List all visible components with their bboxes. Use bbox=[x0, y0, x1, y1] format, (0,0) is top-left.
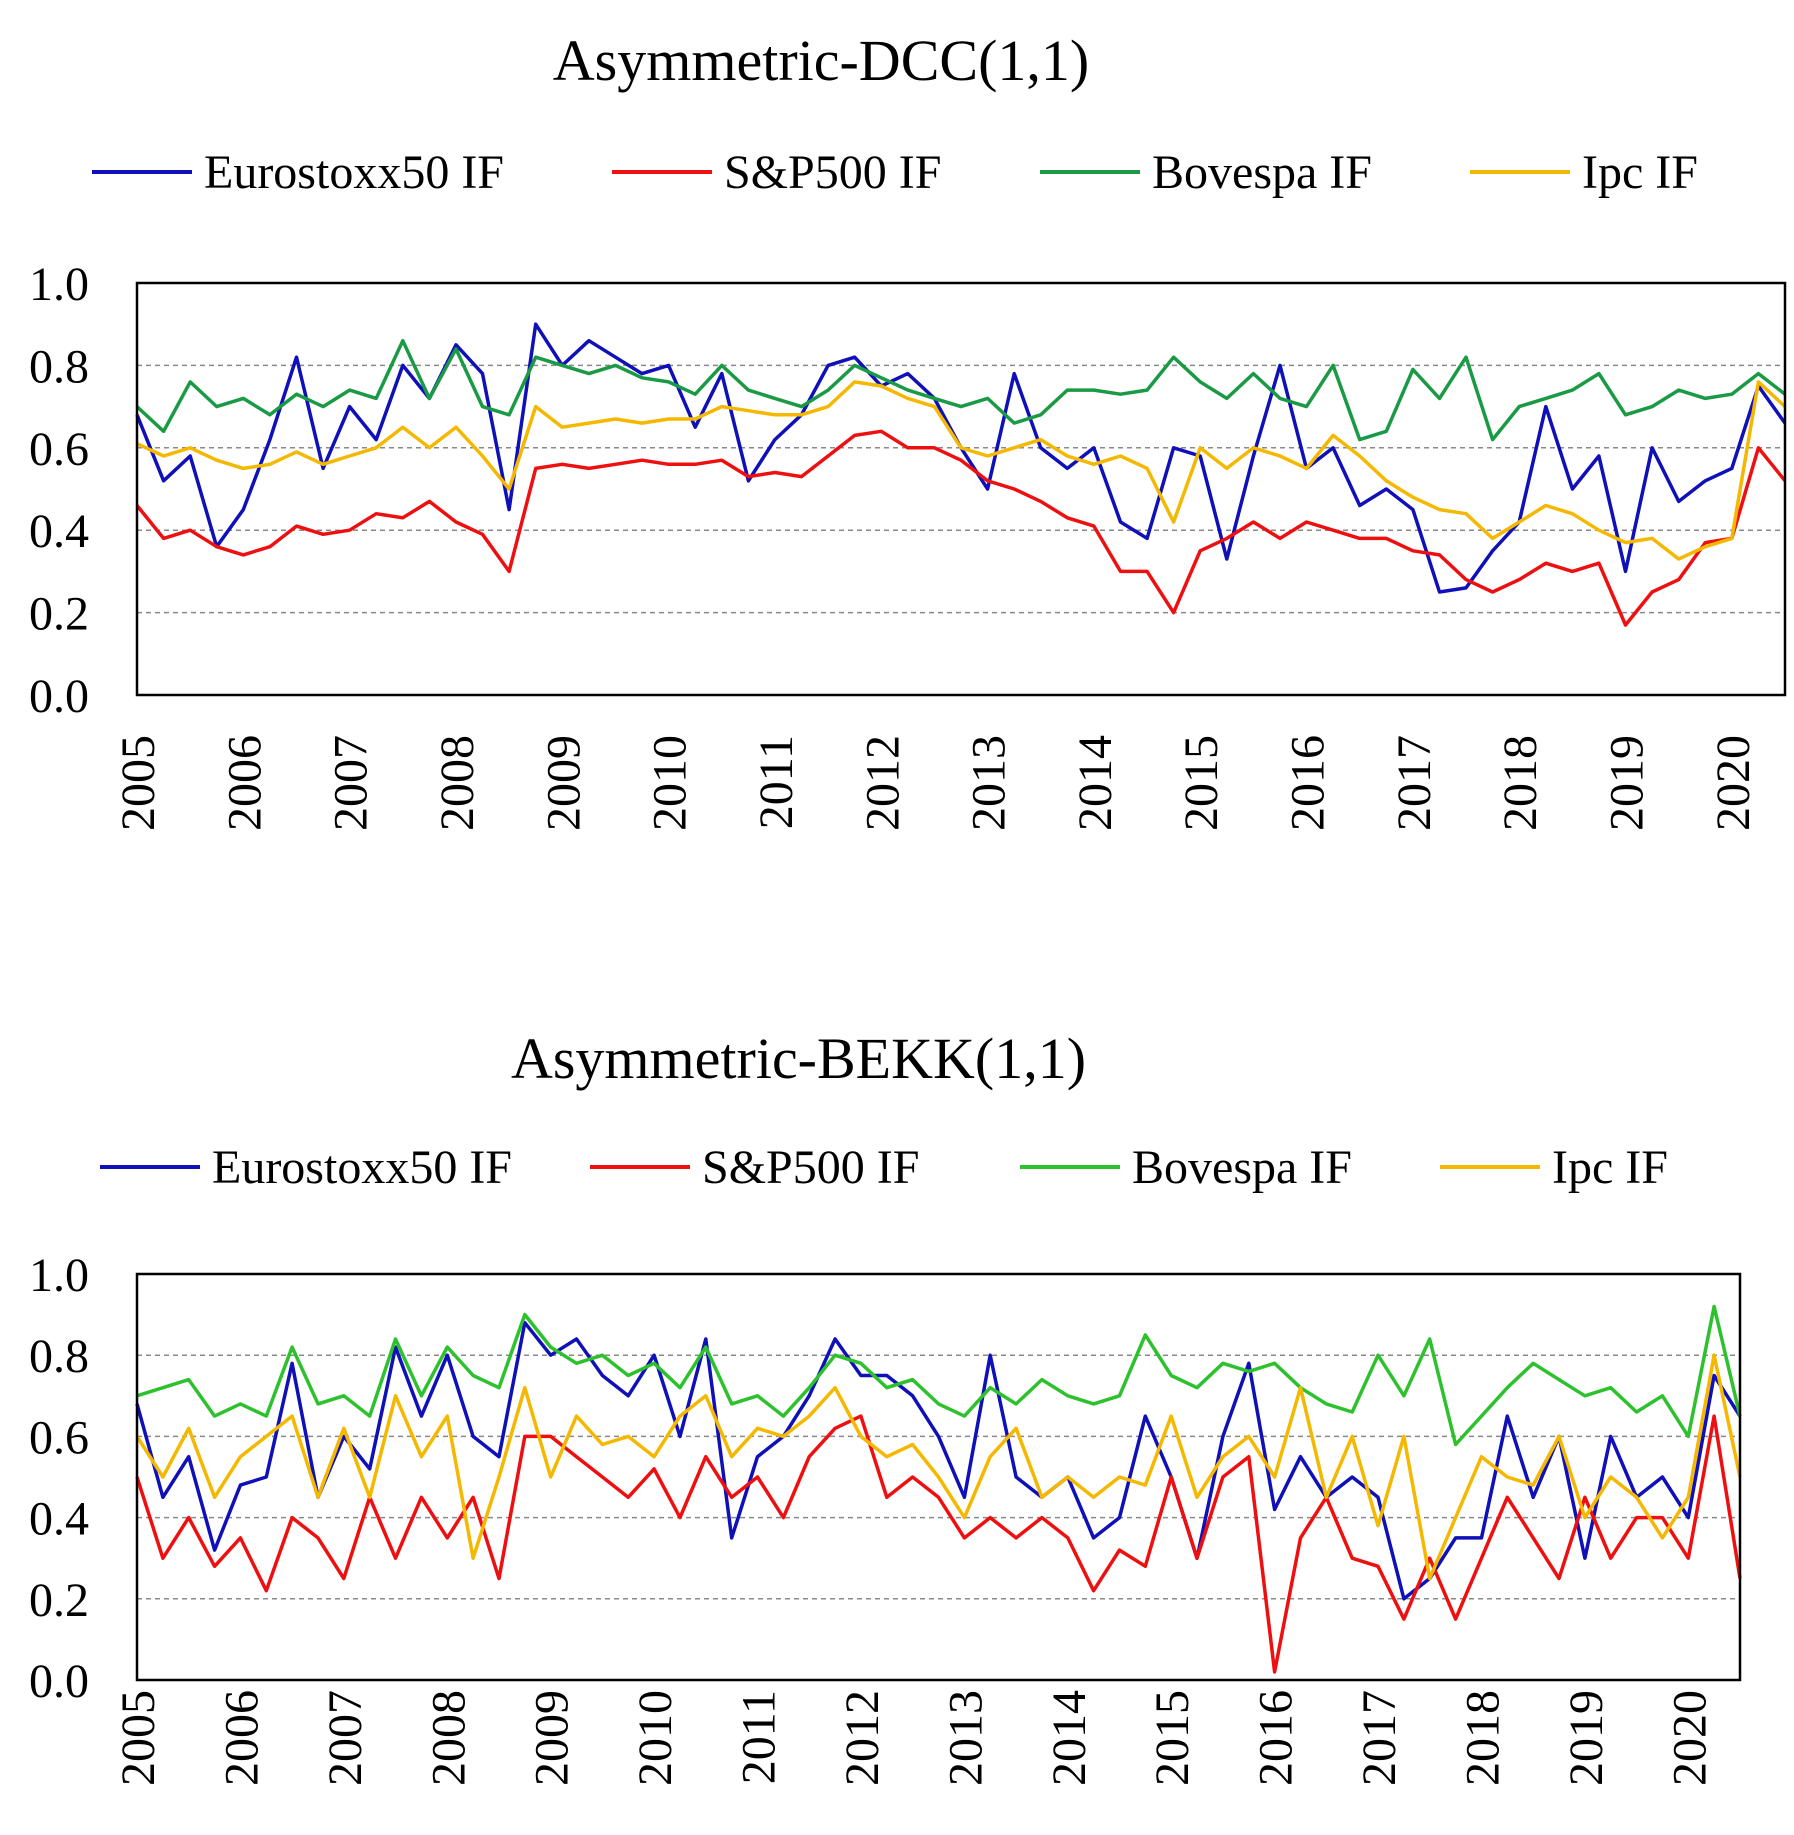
x-tick-label: 2013 bbox=[939, 1690, 992, 1786]
series-line bbox=[135, 1320, 1742, 1601]
x-tick-label: 2017 bbox=[1388, 735, 1441, 831]
chart-title: Asymmetric-DCC(1,1) bbox=[553, 28, 1089, 93]
x-tick-label: 2010 bbox=[629, 1690, 682, 1786]
y-tick-label: 0.0 bbox=[29, 670, 89, 723]
x-tick-label: 2010 bbox=[644, 735, 697, 831]
x-tick-label: 2019 bbox=[1560, 1690, 1613, 1786]
legend-label: S&P500 IF bbox=[724, 146, 941, 199]
x-tick-label: 2012 bbox=[856, 735, 909, 831]
x-tick-label: 2015 bbox=[1175, 735, 1228, 831]
x-tick-label: 2013 bbox=[963, 735, 1016, 831]
y-tick-label: 0.8 bbox=[29, 1330, 89, 1383]
legend-label: Bovespa IF bbox=[1132, 1141, 1352, 1194]
x-tick-label: 2016 bbox=[1250, 1690, 1303, 1786]
series-line bbox=[135, 322, 1787, 594]
chart-panel: Asymmetric-DCC(1,1) Eurostoxx50 IF S&P500 … bbox=[29, 28, 1787, 831]
x-tick-label: 2020 bbox=[1707, 735, 1760, 831]
x-tick-label: 2009 bbox=[537, 735, 590, 831]
x-tick-label: 2005 bbox=[112, 1690, 165, 1786]
x-tick-label: 2014 bbox=[1069, 735, 1122, 831]
series-line bbox=[135, 1353, 1742, 1581]
series-line bbox=[136, 380, 1787, 561]
legend-label: Ipc IF bbox=[1582, 146, 1698, 199]
y-tick-label: 0.6 bbox=[29, 423, 89, 476]
x-tick-label: 2009 bbox=[526, 1690, 579, 1786]
series-line bbox=[136, 1304, 1742, 1447]
series-line bbox=[135, 338, 1787, 442]
plot-area-frame bbox=[135, 1272, 1742, 1682]
y-tick-label: 0.0 bbox=[29, 1655, 89, 1708]
x-tick-label: 2011 bbox=[733, 1690, 786, 1784]
chart-panel: Asymmetric-BEKK(1,1) Eurostoxx50 IF S&P500… bbox=[29, 1026, 1742, 1786]
x-tick-label: 2020 bbox=[1663, 1690, 1716, 1786]
y-tick-label: 0.4 bbox=[29, 505, 89, 558]
x-tick-label: 2007 bbox=[325, 735, 378, 831]
series-line bbox=[135, 429, 1787, 627]
legend-label: S&P500 IF bbox=[702, 1141, 919, 1194]
x-tick-label: 2007 bbox=[319, 1690, 372, 1786]
y-tick-label: 0.2 bbox=[29, 1574, 89, 1627]
x-tick-label: 2008 bbox=[431, 735, 484, 831]
x-tick-label: 2011 bbox=[750, 735, 803, 829]
legend-label: Eurostoxx50 IF bbox=[212, 1141, 512, 1194]
x-tick-label: 2016 bbox=[1282, 735, 1335, 831]
chart-title: Asymmetric-BEKK(1,1) bbox=[511, 1026, 1086, 1091]
legend-label: Ipc IF bbox=[1552, 1141, 1668, 1194]
x-tick-label: 2018 bbox=[1456, 1690, 1509, 1786]
x-tick-label: 2018 bbox=[1494, 735, 1547, 831]
x-tick-label: 2008 bbox=[422, 1690, 475, 1786]
legend-label: Eurostoxx50 IF bbox=[204, 146, 504, 199]
x-tick-label: 2014 bbox=[1043, 1690, 1096, 1786]
x-tick-label: 2006 bbox=[218, 735, 271, 831]
y-tick-label: 0.6 bbox=[29, 1411, 89, 1464]
x-tick-label: 2019 bbox=[1601, 735, 1654, 831]
y-tick-label: 1.0 bbox=[29, 258, 89, 311]
legend-label: Bovespa IF bbox=[1152, 146, 1372, 199]
x-tick-label: 2015 bbox=[1146, 1690, 1199, 1786]
x-tick-label: 2005 bbox=[112, 735, 165, 831]
x-tick-label: 2006 bbox=[215, 1690, 268, 1786]
y-tick-label: 1.0 bbox=[29, 1249, 89, 1302]
series-line bbox=[135, 1414, 1742, 1674]
plot-area-frame bbox=[135, 281, 1787, 697]
y-tick-label: 0.2 bbox=[29, 588, 89, 641]
x-tick-label: 2012 bbox=[836, 1690, 889, 1786]
x-tick-label: 2017 bbox=[1353, 1690, 1406, 1786]
y-tick-label: 0.8 bbox=[29, 340, 89, 393]
y-tick-label: 0.4 bbox=[29, 1493, 89, 1546]
